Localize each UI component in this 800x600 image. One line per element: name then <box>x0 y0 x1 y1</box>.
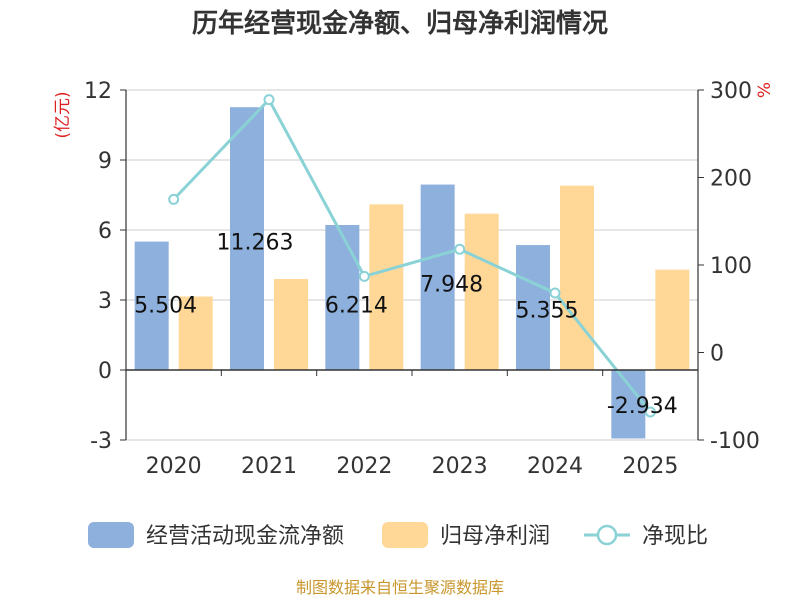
cashflow-bar <box>516 245 550 370</box>
cashflow-bar <box>611 370 646 439</box>
cash-ratio-line <box>172 97 652 413</box>
net-profit-bar <box>560 185 594 370</box>
legend-cash-ratio-marker <box>596 524 618 546</box>
right-tick-label: 300 <box>710 79 752 104</box>
cash-ratio-point <box>644 406 656 418</box>
legend-net-profit-swatch <box>382 522 428 548</box>
legend-net-profit-label: 归母净利润 <box>440 524 550 549</box>
cashflow-bar <box>230 107 264 371</box>
net-profit-bar <box>178 296 213 370</box>
x-tick-label: 2021 <box>241 454 297 479</box>
left-tick-label: 12 <box>84 79 112 104</box>
right-axis-unit: % <box>755 82 775 98</box>
cashflow-data-label: 11.263 <box>217 231 294 256</box>
net-profit-bar <box>369 204 404 370</box>
right-axis: -100 0 100 200 300 <box>697 79 760 454</box>
x-tick-label: 2024 <box>527 454 583 479</box>
left-tick-label: -3 <box>90 429 112 454</box>
x-tick-label: 2023 <box>432 454 488 479</box>
cashflow-data-label: -2.934 <box>607 394 678 419</box>
net-profit-bar <box>464 213 499 370</box>
net-profit-bar <box>274 279 308 370</box>
x-tick-label: 2022 <box>336 454 392 479</box>
left-tick-label: 6 <box>98 219 112 244</box>
left-tick-label: 9 <box>98 149 112 174</box>
cashflow-data-label: 7.948 <box>420 273 483 298</box>
cash-ratio-point <box>454 243 466 255</box>
source-note: 制图数据来自恒生聚源数据库 <box>296 578 504 597</box>
x-axis: 2020 2021 2022 2023 2024 2025 <box>125 369 699 479</box>
right-tick-label: 100 <box>710 254 752 279</box>
line-series <box>168 94 656 418</box>
cashflow-bar <box>325 225 360 370</box>
cash-ratio-point <box>168 193 180 205</box>
bar-series <box>134 107 690 439</box>
right-tick-label: -100 <box>710 429 760 454</box>
x-tick-label: 2025 <box>622 454 678 479</box>
left-axis: -3 0 3 6 9 12 <box>84 79 127 454</box>
cashflow-bar <box>134 241 169 370</box>
legend-cashflow-label: 经营活动现金流净额 <box>146 524 344 549</box>
cashflow-data-label: 5.355 <box>516 298 579 323</box>
data-labels: 5.504 11.263 6.214 7.948 5.355 -2.934 <box>134 231 678 419</box>
legend: 经营活动现金流净额 归母净利润 净现比 <box>88 522 708 549</box>
legend-cashflow-swatch <box>88 522 134 548</box>
right-tick-label: 0 <box>710 342 724 367</box>
cash-ratio-point <box>263 94 275 106</box>
chart-title: 历年经营现金净额、归母净利润情况 <box>192 8 608 39</box>
left-tick-label: 3 <box>98 289 112 314</box>
cash-ratio-point <box>358 270 370 282</box>
x-tick-label: 2020 <box>146 454 202 479</box>
left-axis-unit: (亿元) <box>53 91 73 138</box>
cashflow-data-label: 5.504 <box>134 294 197 319</box>
cashflow-data-label: 6.214 <box>325 294 388 319</box>
right-tick-label: 200 <box>710 167 752 192</box>
cash-ratio-point <box>549 287 561 299</box>
legend-cash-ratio-label: 净现比 <box>642 524 708 549</box>
cashflow-bar <box>420 184 455 370</box>
left-tick-label: 0 <box>98 359 112 384</box>
net-profit-bar <box>655 269 690 370</box>
